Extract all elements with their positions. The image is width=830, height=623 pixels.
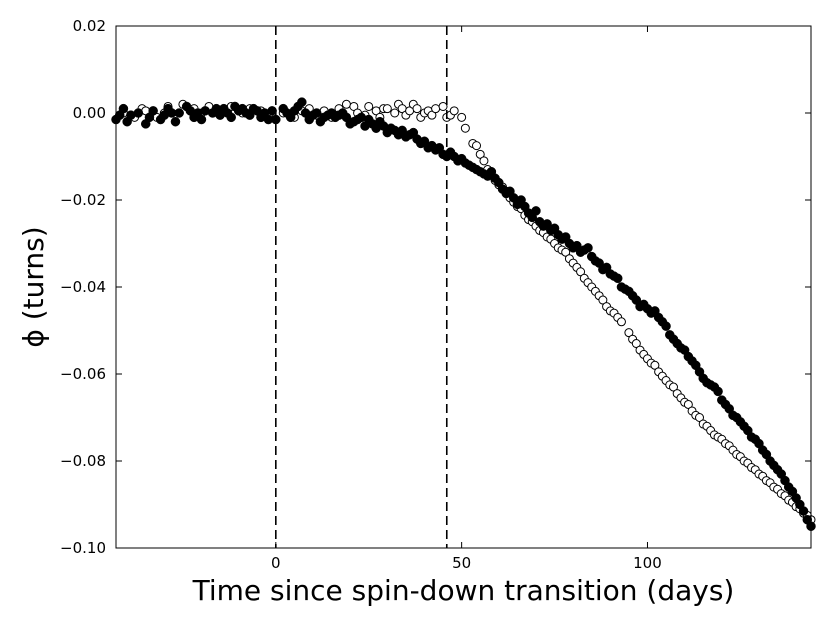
transition-lines	[275, 26, 448, 548]
open-data-point	[616, 317, 626, 327]
y-axis-title: ϕ (turns)	[17, 226, 50, 347]
filled-data-point	[118, 103, 129, 114]
open-data-point	[460, 123, 470, 133]
filled-data-point	[133, 108, 144, 118]
filled-data-point	[612, 273, 623, 284]
y-tick-label: −0.02	[60, 191, 106, 209]
open-data-point	[390, 108, 400, 118]
y-tick-label: −0.06	[60, 365, 106, 383]
x-axis: 0 50 100	[271, 26, 662, 572]
y-tick-label: −0.04	[60, 278, 106, 296]
open-data-point	[412, 104, 422, 114]
filled-data-point	[226, 112, 236, 123]
open-data-point	[431, 104, 441, 114]
filled-data-point	[583, 243, 593, 253]
filled-circle-series	[111, 97, 816, 531]
open-data-point	[479, 156, 489, 166]
filled-data-point	[713, 386, 723, 397]
open-data-point	[341, 99, 351, 109]
x-tick-label: 50	[452, 554, 471, 572]
open-data-point	[438, 101, 448, 111]
y-axis: 0.02 0.00 −0.02 −0.04 −0.06 −0.08 −0.10	[60, 17, 811, 557]
filled-data-point	[174, 108, 184, 118]
open-data-point	[472, 141, 482, 151]
x-axis-title: Time since spin-down transition (days)	[192, 574, 735, 607]
open-data-point	[364, 101, 374, 111]
x-tick-label: 0	[271, 554, 281, 572]
y-tick-label: −0.08	[60, 452, 106, 470]
filled-data-point	[170, 116, 181, 127]
open-data-point	[449, 106, 459, 116]
filled-data-point	[311, 108, 322, 118]
filled-data-point	[196, 114, 207, 125]
open-data-point	[382, 104, 392, 114]
open-data-point	[457, 112, 467, 122]
y-tick-label: 0.00	[73, 104, 106, 122]
y-tick-label: −0.10	[60, 539, 106, 557]
filled-data-point	[798, 506, 809, 516]
filled-data-point	[148, 106, 158, 116]
filled-data-point	[297, 97, 307, 107]
y-tick-label: 0.02	[73, 17, 106, 35]
filled-data-point	[661, 321, 671, 331]
x-tick-label: 100	[633, 554, 662, 572]
filled-data-point	[531, 206, 541, 216]
